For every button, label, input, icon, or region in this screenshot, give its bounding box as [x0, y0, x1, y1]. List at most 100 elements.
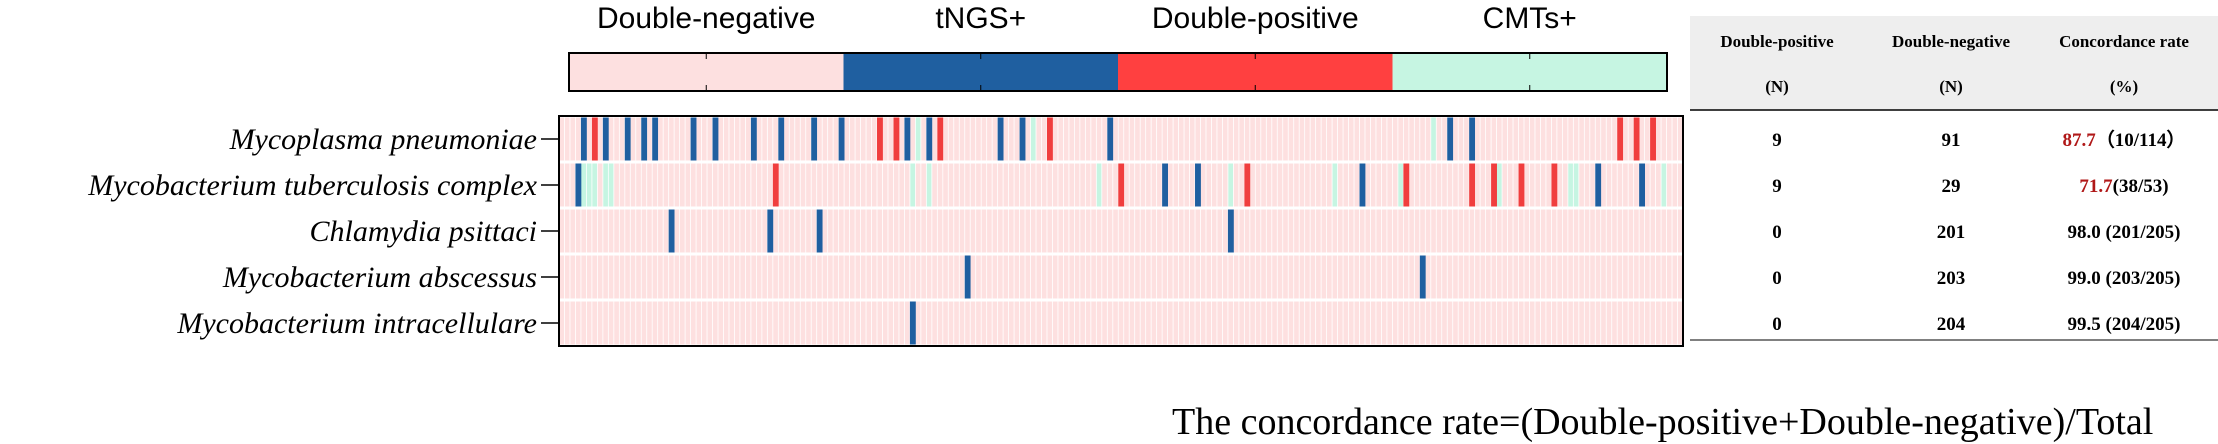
- heatmap-cell: [581, 255, 587, 299]
- heatmap-cell: [586, 163, 592, 207]
- heatmap-cell: [1178, 163, 1184, 207]
- heatmap-cell: [1096, 301, 1102, 345]
- heatmap-cell: [641, 301, 647, 345]
- heatmap-cell: [1557, 301, 1562, 345]
- heatmap-cell: [1370, 209, 1376, 253]
- heatmap-cell: [1310, 301, 1316, 345]
- heatmap-cell: [1140, 255, 1146, 299]
- heatmap-cell: [1595, 117, 1601, 161]
- heatmap-cell: [1551, 163, 1558, 207]
- heatmap-cell: [1606, 117, 1612, 161]
- heatmap-cell: [1376, 163, 1382, 207]
- heatmap-cell: [1480, 163, 1486, 207]
- heatmap-cell: [1255, 209, 1261, 253]
- heatmap-cell: [893, 255, 899, 299]
- heatmap-cell: [1507, 209, 1513, 253]
- heatmap-cell: [1562, 163, 1568, 207]
- heatmap-cell: [1003, 163, 1009, 207]
- heatmap-cell: [1343, 117, 1349, 161]
- heatmap-cell: [597, 163, 603, 207]
- heatmap-cell: [718, 209, 724, 253]
- heatmap-cell: [1173, 209, 1179, 253]
- heatmap-cell: [1063, 301, 1069, 345]
- heatmap-cell: [1535, 301, 1541, 345]
- heatmap-cell: [932, 209, 937, 253]
- heatmap-cell: [1491, 163, 1498, 207]
- heatmap-cell: [1146, 255, 1151, 299]
- heatmap-cell: [762, 255, 767, 299]
- heatmap-cell: [1365, 117, 1371, 161]
- heatmap-cell: [1327, 255, 1332, 299]
- heatmap-cell: [1480, 255, 1486, 299]
- heatmap-cell: [751, 163, 756, 207]
- heatmap-cell: [1294, 209, 1299, 253]
- heatmap-cell: [822, 117, 828, 161]
- heatmap-cell: [954, 209, 959, 253]
- heatmap-cell: [833, 163, 839, 207]
- heatmap-cell: [641, 117, 648, 161]
- heatmap-cell: [1233, 163, 1239, 207]
- heatmap-cell: [1113, 301, 1118, 345]
- heatmap-cell: [1063, 163, 1069, 207]
- heatmap-cell: [921, 255, 926, 299]
- heatmap-cell: [1239, 301, 1244, 345]
- heatmap-cell: [1420, 209, 1425, 253]
- heatmap-cell: [1337, 117, 1343, 161]
- heatmap-cell: [1387, 209, 1393, 253]
- heatmap-cell: [1546, 301, 1552, 345]
- heatmap-cell: [1573, 209, 1579, 253]
- heatmap-cell: [1102, 209, 1107, 253]
- heatmap-cell: [948, 117, 954, 161]
- heatmap-cell: [1316, 117, 1321, 161]
- heatmap-cell: [1524, 255, 1530, 299]
- heatmap-cell: [1672, 209, 1678, 253]
- heatmap-cell: [1634, 301, 1639, 345]
- heatmap-cell: [789, 117, 795, 161]
- heatmap-cell: [581, 209, 587, 253]
- heatmap-cell: [1677, 255, 1683, 299]
- heatmap-cell: [570, 117, 576, 161]
- heatmap-cell: [1195, 117, 1201, 161]
- heatmap-cell: [1535, 255, 1541, 299]
- heatmap-cell: [1496, 209, 1502, 253]
- heatmap-cell: [1321, 209, 1327, 253]
- heatmap-cell: [608, 209, 614, 253]
- heatmap-cell: [1634, 163, 1639, 207]
- heatmap-cell: [948, 163, 954, 207]
- heatmap-cell: [718, 117, 724, 161]
- heatmap-cell: [849, 163, 855, 207]
- heatmap-cell: [559, 209, 565, 253]
- heatmap-cell: [1255, 255, 1261, 299]
- heatmap-cell: [1442, 117, 1447, 161]
- heatmap-cell: [998, 209, 1003, 253]
- heatmap-cell: [1272, 117, 1277, 161]
- heatmap-cell: [965, 117, 970, 161]
- heatmap-cell: [1332, 117, 1338, 161]
- heatmap-cell: [1288, 209, 1294, 253]
- heatmap-cell: [1612, 117, 1617, 161]
- heatmap-cell: [1464, 301, 1469, 345]
- heatmap-cell: [669, 255, 674, 299]
- heatmap-cell: [1041, 117, 1047, 161]
- heatmap-cell: [784, 209, 789, 253]
- heatmap-cell: [1513, 117, 1519, 161]
- heatmap-cell: [816, 209, 823, 253]
- heatmap-cell: [1080, 255, 1085, 299]
- heatmap-cell: [718, 255, 724, 299]
- heatmap-cell: [767, 117, 773, 161]
- heatmap-cell: [1222, 117, 1228, 161]
- heatmap-cell: [1365, 255, 1371, 299]
- heatmap-cell: [1184, 117, 1190, 161]
- heatmap-cell: [1085, 209, 1091, 253]
- heatmap-cell: [839, 255, 844, 299]
- heatmap-cell: [1475, 163, 1480, 207]
- heatmap-cell: [1359, 255, 1365, 299]
- heatmap-cell: [1052, 301, 1058, 345]
- heatmap-cell: [1069, 255, 1074, 299]
- heatmap-cell: [1135, 163, 1140, 207]
- heatmap-cell: [877, 301, 883, 345]
- heatmap-cell: [1195, 255, 1201, 299]
- heatmap-cell: [899, 209, 905, 253]
- heatmap-cell: [1518, 163, 1525, 207]
- heatmap-cell: [1211, 209, 1217, 253]
